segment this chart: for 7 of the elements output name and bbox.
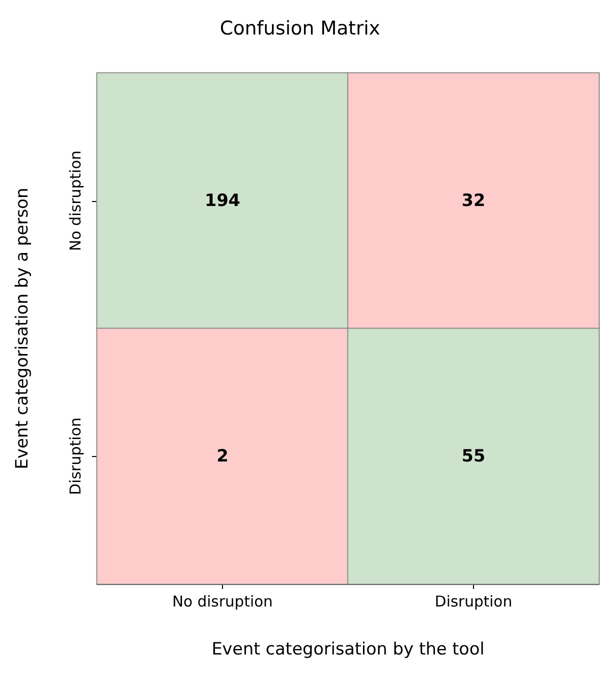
data-label: 32: [462, 190, 486, 211]
chart-title: Confusion Matrix: [220, 18, 380, 40]
y-axis-title: Event categorisation by a person: [12, 188, 32, 470]
data-label: 194: [204, 190, 240, 211]
x-axis-title: Event categorisation by the tool: [212, 640, 484, 660]
data-label: 2: [216, 446, 228, 466]
data-label: 55: [462, 446, 486, 466]
